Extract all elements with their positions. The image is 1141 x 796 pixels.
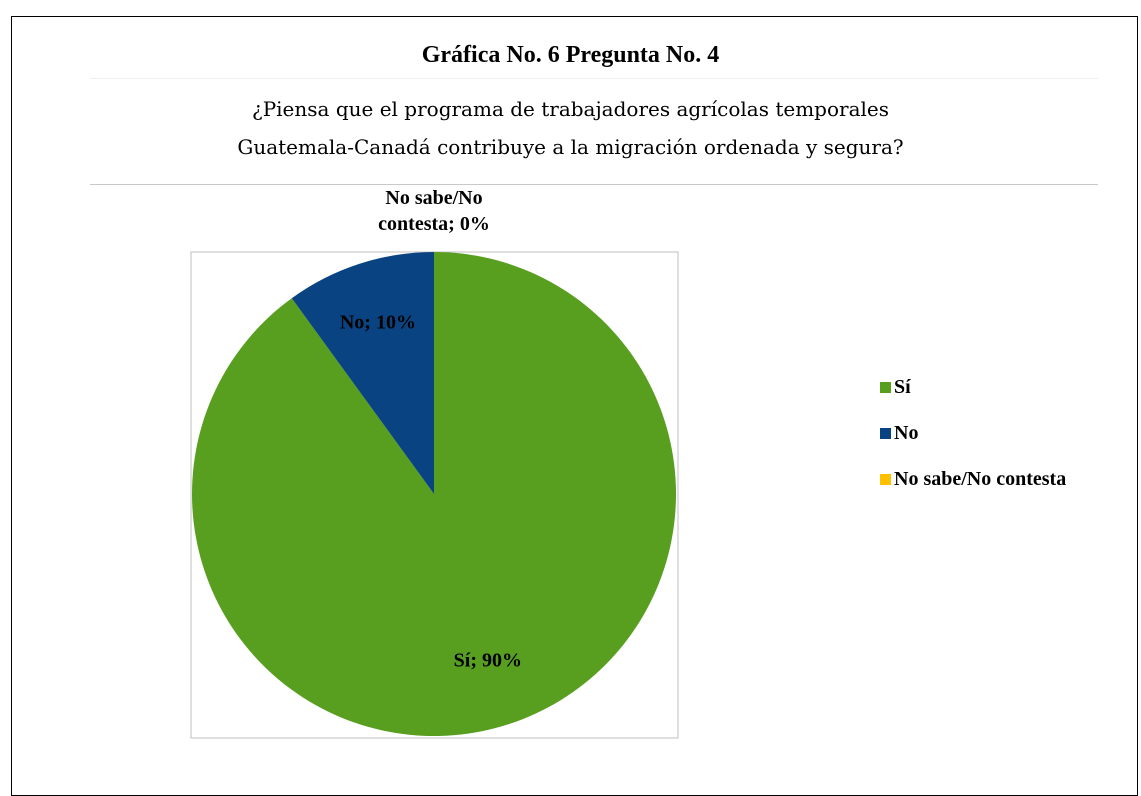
chart-subtitle: ¿Piensa que el programa de trabajadores … [0,90,1141,166]
plot-area-border [190,251,679,739]
legend-item-si: Sí [880,376,1066,398]
pie-slice-no [291,252,434,494]
pie-data-labels: Sí; 90% No; 10% No sabe/No contesta; 0% [340,187,522,672]
title-divider [90,78,1098,79]
data-label-si: Sí; 90% [454,650,522,672]
chart-title: Gráfica No. 6 Pregunta No. 4 [421,42,720,68]
pie-slices [192,252,676,736]
data-label-no-sabe: No sabe/No contesta; 0% [378,187,490,235]
subtitle-line-2: Guatemala-Canadá contribuye a la migraci… [237,135,904,159]
legend-item-no-sabe: No sabe/No contesta [880,468,1066,490]
legend-swatch-no-sabe [880,473,891,485]
data-label-no: No; 10% [340,311,416,333]
legend-label-no-sabe: No sabe/No contesta [894,467,1067,490]
chart-legend: Sí No No sabe/No contesta [880,376,1066,514]
subtitle-divider [90,184,1098,185]
pie-slice-si [192,252,676,736]
legend-label-si: Sí [894,375,911,398]
legend-swatch-si [880,381,891,393]
subtitle-line-1: ¿Piensa que el programa de trabajadores … [251,97,889,121]
legend-item-no: No [880,422,1066,444]
legend-label-no: No [894,421,919,444]
legend-swatch-no [880,427,891,439]
